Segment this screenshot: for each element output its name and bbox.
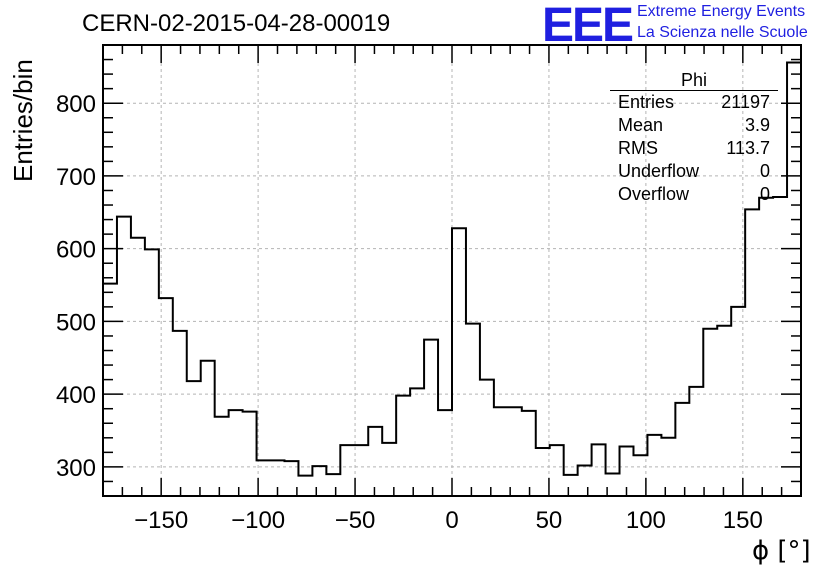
stats-value: 3.9 bbox=[744, 115, 770, 135]
chart-title: CERN-02-2015-04-28-00019 bbox=[82, 10, 391, 37]
stats-row-overflow: Overflow 0 bbox=[610, 183, 778, 206]
stats-label: RMS bbox=[618, 138, 658, 158]
x-tick-label: −50 bbox=[335, 507, 376, 534]
stats-row-rms: RMS 113.7 bbox=[610, 137, 778, 160]
axis-layer bbox=[102, 44, 802, 497]
histogram-line bbox=[103, 61, 801, 477]
x-tick-label: 50 bbox=[536, 507, 563, 534]
x-axis-label: ϕ [°] bbox=[752, 536, 811, 566]
stats-row-entries: Entries 21197 bbox=[610, 91, 778, 114]
tick-label-layer: −150 −100 −50 0 50 100 150 300 400 500 600 700 800 bbox=[56, 91, 763, 534]
x-tick-label: −150 bbox=[134, 507, 188, 534]
stats-value: 0 bbox=[759, 184, 770, 204]
y-tick-label: 800 bbox=[56, 91, 96, 118]
x-tick-label: −100 bbox=[231, 507, 285, 534]
x-tick-label: 0 bbox=[445, 507, 458, 534]
stats-title: Phi bbox=[610, 70, 778, 91]
stats-label: Overflow bbox=[618, 184, 690, 204]
stats-value: 113.7 bbox=[726, 138, 770, 158]
stats-value: 21197 bbox=[721, 92, 770, 112]
stats-label: Entries bbox=[618, 92, 675, 112]
histogram-layer bbox=[103, 61, 801, 477]
stats-value: 0 bbox=[759, 161, 770, 181]
y-tick-label: 600 bbox=[56, 237, 96, 264]
y-tick-label: 500 bbox=[56, 309, 96, 336]
logo-caption-line2: La Scienza nelle Scuole bbox=[637, 24, 808, 41]
x-tick-label: 100 bbox=[626, 507, 666, 534]
logo-caption-line1: Extreme Energy Events bbox=[637, 3, 806, 20]
y-tick-label: 400 bbox=[56, 382, 96, 409]
stats-label: Underflow bbox=[618, 161, 700, 181]
stats-label: Mean bbox=[618, 115, 664, 135]
y-tick-label: 700 bbox=[56, 164, 96, 191]
stats-row-mean: Mean 3.9 bbox=[610, 114, 778, 137]
stats-row-underflow: Underflow 0 bbox=[610, 160, 778, 183]
y-axis-label: Entries/bin bbox=[8, 59, 38, 182]
stats-box: Phi Entries 21197 Mean 3.9 RMS 113.7 Und… bbox=[610, 70, 778, 206]
x-tick-label: 150 bbox=[723, 507, 763, 534]
eee-logo: EEE bbox=[542, 0, 634, 52]
y-tick-label: 300 bbox=[56, 455, 96, 482]
